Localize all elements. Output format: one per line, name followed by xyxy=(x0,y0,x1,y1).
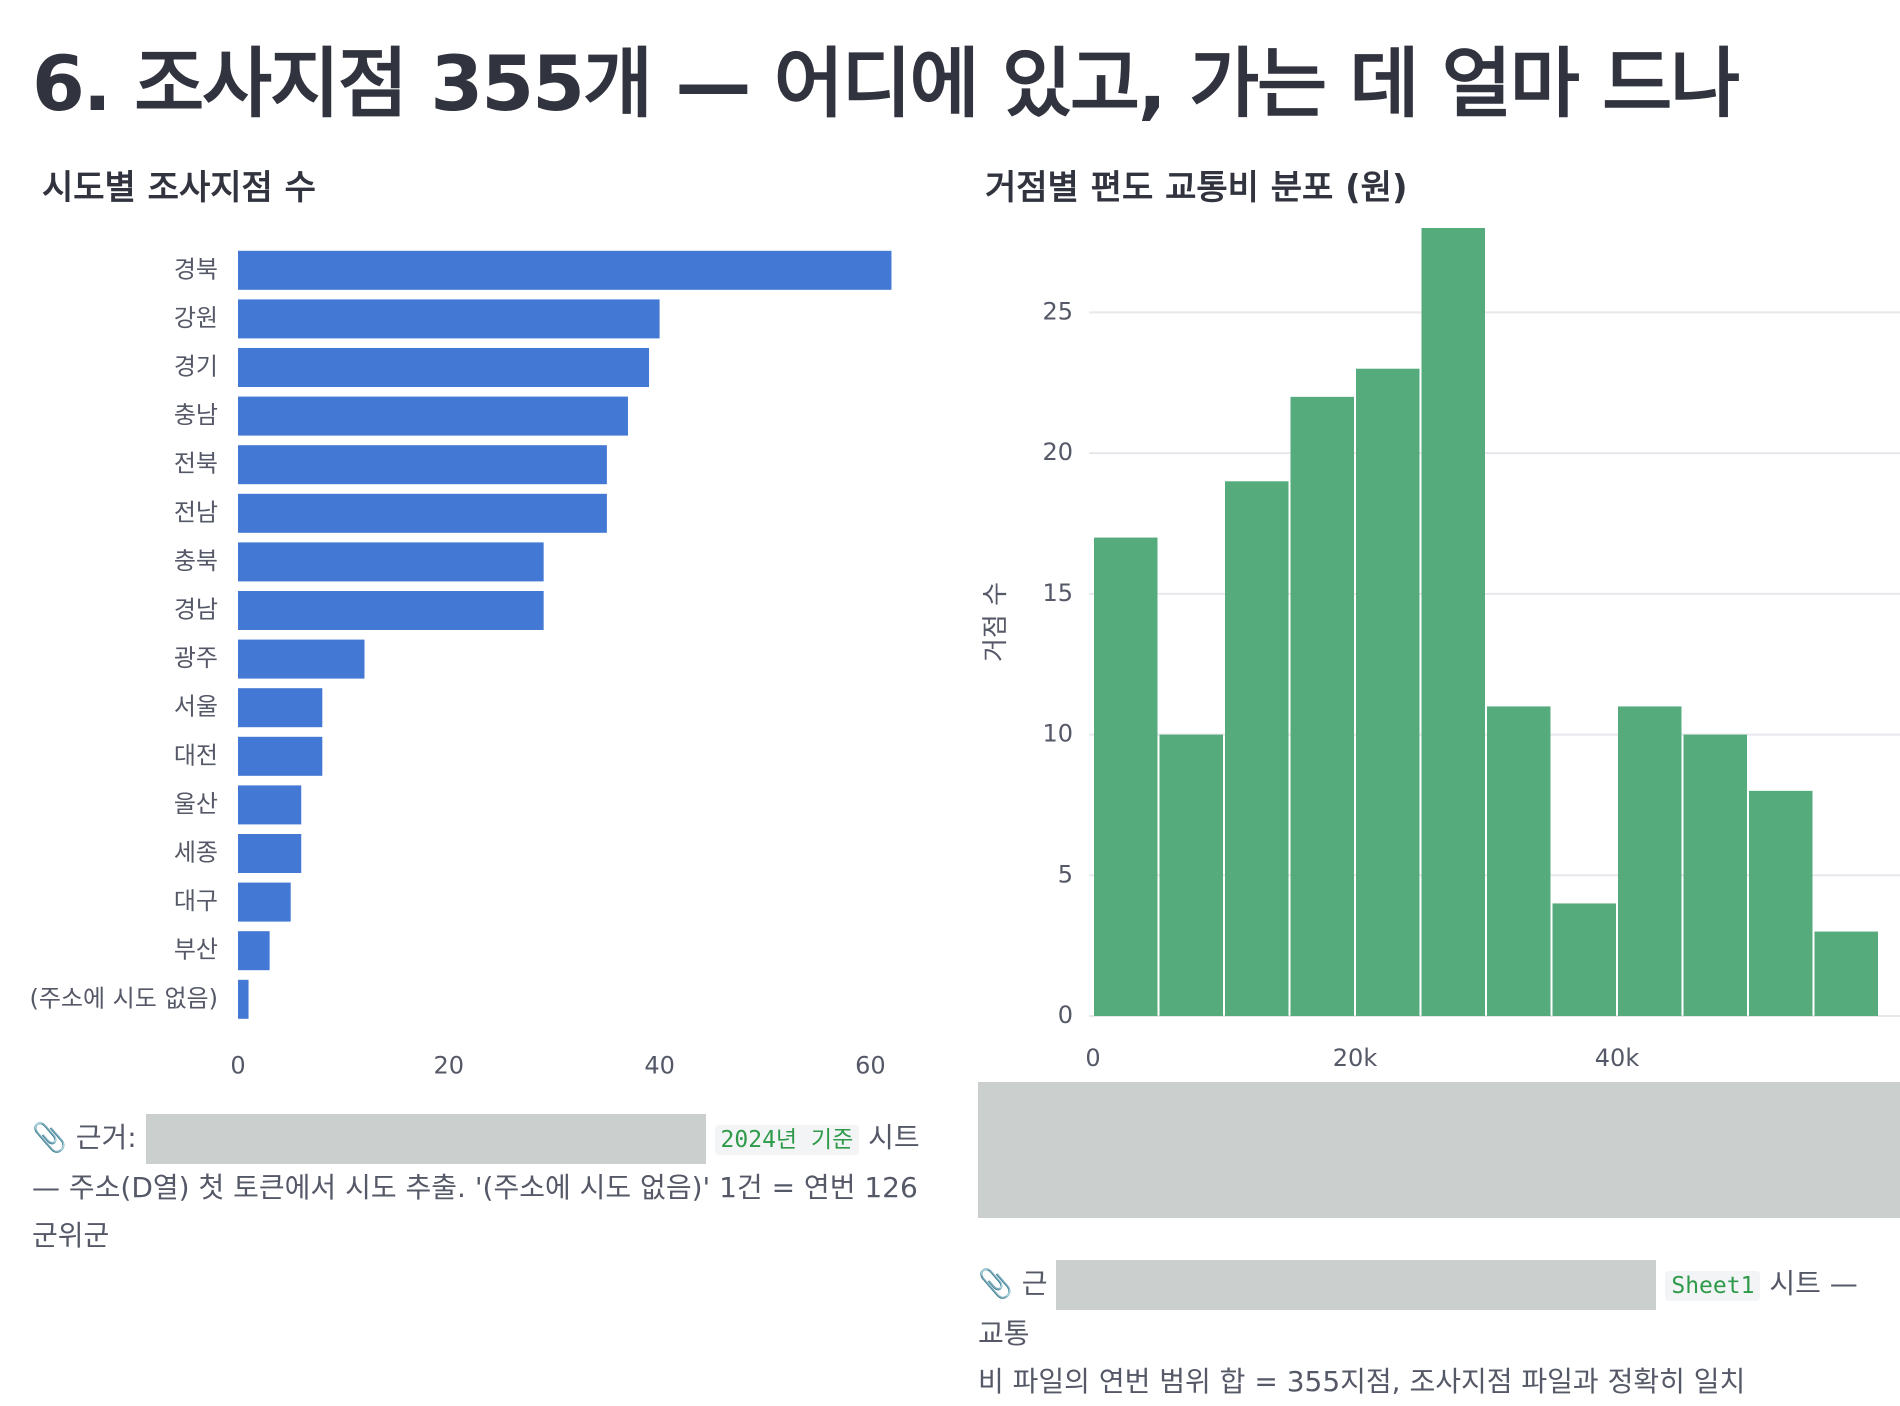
bar-7 xyxy=(238,591,544,630)
category-label: 광주 xyxy=(174,644,218,672)
category-label: 경북 xyxy=(174,255,218,283)
category-label: 대전 xyxy=(174,741,218,769)
hist-bar-6 xyxy=(1487,706,1551,1016)
hist-bar-3 xyxy=(1290,396,1354,1016)
hist-bar-2 xyxy=(1225,481,1289,1016)
note-right-detail: 비 파일의 연번 범위 합 = 355지점, 조사지점 파일과 정확히 일치 xyxy=(978,1365,1746,1398)
category-label: 경남 xyxy=(174,596,218,624)
bar-14 xyxy=(238,931,270,971)
y-axis-title: 거점 수 xyxy=(981,582,1011,662)
category-label: 울산 xyxy=(174,790,218,818)
bar-1 xyxy=(238,299,660,339)
bar-13 xyxy=(238,882,291,922)
redacted-filename xyxy=(145,1114,706,1164)
hist-bar-8 xyxy=(1618,706,1682,1016)
histogram-title: 거점별 편도 교통비 분포 (원) xyxy=(985,168,1408,208)
category-label: 세종 xyxy=(174,839,218,867)
note-left-prefix: 📎 근거: xyxy=(32,1121,137,1154)
bar-11 xyxy=(238,785,302,825)
y-tick-label: 10 xyxy=(1042,720,1073,748)
category-label: 전북 xyxy=(174,450,218,478)
source-note-left: 📎 근거: 2024년 기준 시트 — 주소(D열) 첫 토큰에서 시도 추출.… xyxy=(32,1114,942,1260)
x-tick-label: 40 xyxy=(644,1052,675,1080)
category-label: 충남 xyxy=(174,401,218,429)
sheet-name-code: Sheet1 xyxy=(1665,1271,1761,1301)
y-tick-label: 0 xyxy=(1058,1001,1073,1029)
note-left-suffix: 시트 xyxy=(868,1121,920,1154)
bar-3 xyxy=(238,396,628,436)
note-right-suffix: 시트 — 교통 xyxy=(978,1267,1858,1350)
bar-0 xyxy=(238,250,892,290)
category-label: 충북 xyxy=(174,547,218,575)
note-left-detail: — 주소(D열) 첫 토큰에서 시도 추출. '(주소에 시도 없음)' 1건 … xyxy=(32,1171,918,1252)
bar-5 xyxy=(238,493,607,533)
redacted-filename xyxy=(1056,1260,1657,1310)
bar-10 xyxy=(238,736,323,776)
bar-6 xyxy=(238,542,544,582)
hist-bar-5 xyxy=(1421,228,1485,1016)
y-tick-label: 15 xyxy=(1042,579,1073,607)
hist-bar-9 xyxy=(1683,734,1747,1016)
bar-chart-title: 시도별 조사지점 수 xyxy=(42,168,316,208)
bar-9 xyxy=(238,688,323,728)
hist-bar-4 xyxy=(1356,368,1420,1016)
hist-bar-11 xyxy=(1814,931,1878,1016)
category-label: 전남 xyxy=(174,498,218,526)
x-tick-label: 0 xyxy=(230,1052,245,1080)
page-title: 6. 조사지점 355개 — 어디에 있고, 가는 데 얼마 드나 xyxy=(32,39,1740,128)
x-tick-label: 60 xyxy=(855,1052,886,1080)
bar-15 xyxy=(238,979,249,1019)
y-tick-label: 5 xyxy=(1058,860,1073,888)
hist-bar-0 xyxy=(1094,537,1158,1016)
category-label: 대구 xyxy=(174,887,218,915)
hist-bar-7 xyxy=(1552,903,1616,1016)
bar-8 xyxy=(238,639,365,679)
hist-bar-10 xyxy=(1749,790,1813,1016)
category-label: 강원 xyxy=(174,304,218,332)
y-tick-label: 20 xyxy=(1042,438,1073,466)
redacted-area xyxy=(978,1082,1900,1218)
category-label: 서울 xyxy=(174,693,218,721)
note-right-prefix: 📎 근 xyxy=(978,1267,1048,1300)
sheet-name-code: 2024년 기준 xyxy=(714,1125,860,1155)
bar-4 xyxy=(238,445,607,485)
category-label: 경기 xyxy=(174,353,218,381)
x-tick-label: 20 xyxy=(434,1052,465,1080)
x-tick-label: 0 xyxy=(1085,1044,1100,1072)
hist-bar-1 xyxy=(1159,734,1223,1016)
bar-12 xyxy=(238,834,302,873)
category-label: (주소에 시도 없음) xyxy=(29,984,218,1012)
category-label: 부산 xyxy=(174,936,218,964)
x-tick-label: 20k xyxy=(1333,1044,1378,1072)
y-tick-label: 25 xyxy=(1042,297,1073,325)
source-note-right: 📎 근 Sheet1 시트 — 교통 비 파일의 연번 범위 합 = 355지점… xyxy=(978,1260,1888,1406)
x-tick-label: 40k xyxy=(1595,1044,1640,1072)
bar-2 xyxy=(238,348,650,387)
transport-cost-histogram: 0 5 10 15 20 25 0 20k 40k 거점 수 xyxy=(981,228,1900,1072)
